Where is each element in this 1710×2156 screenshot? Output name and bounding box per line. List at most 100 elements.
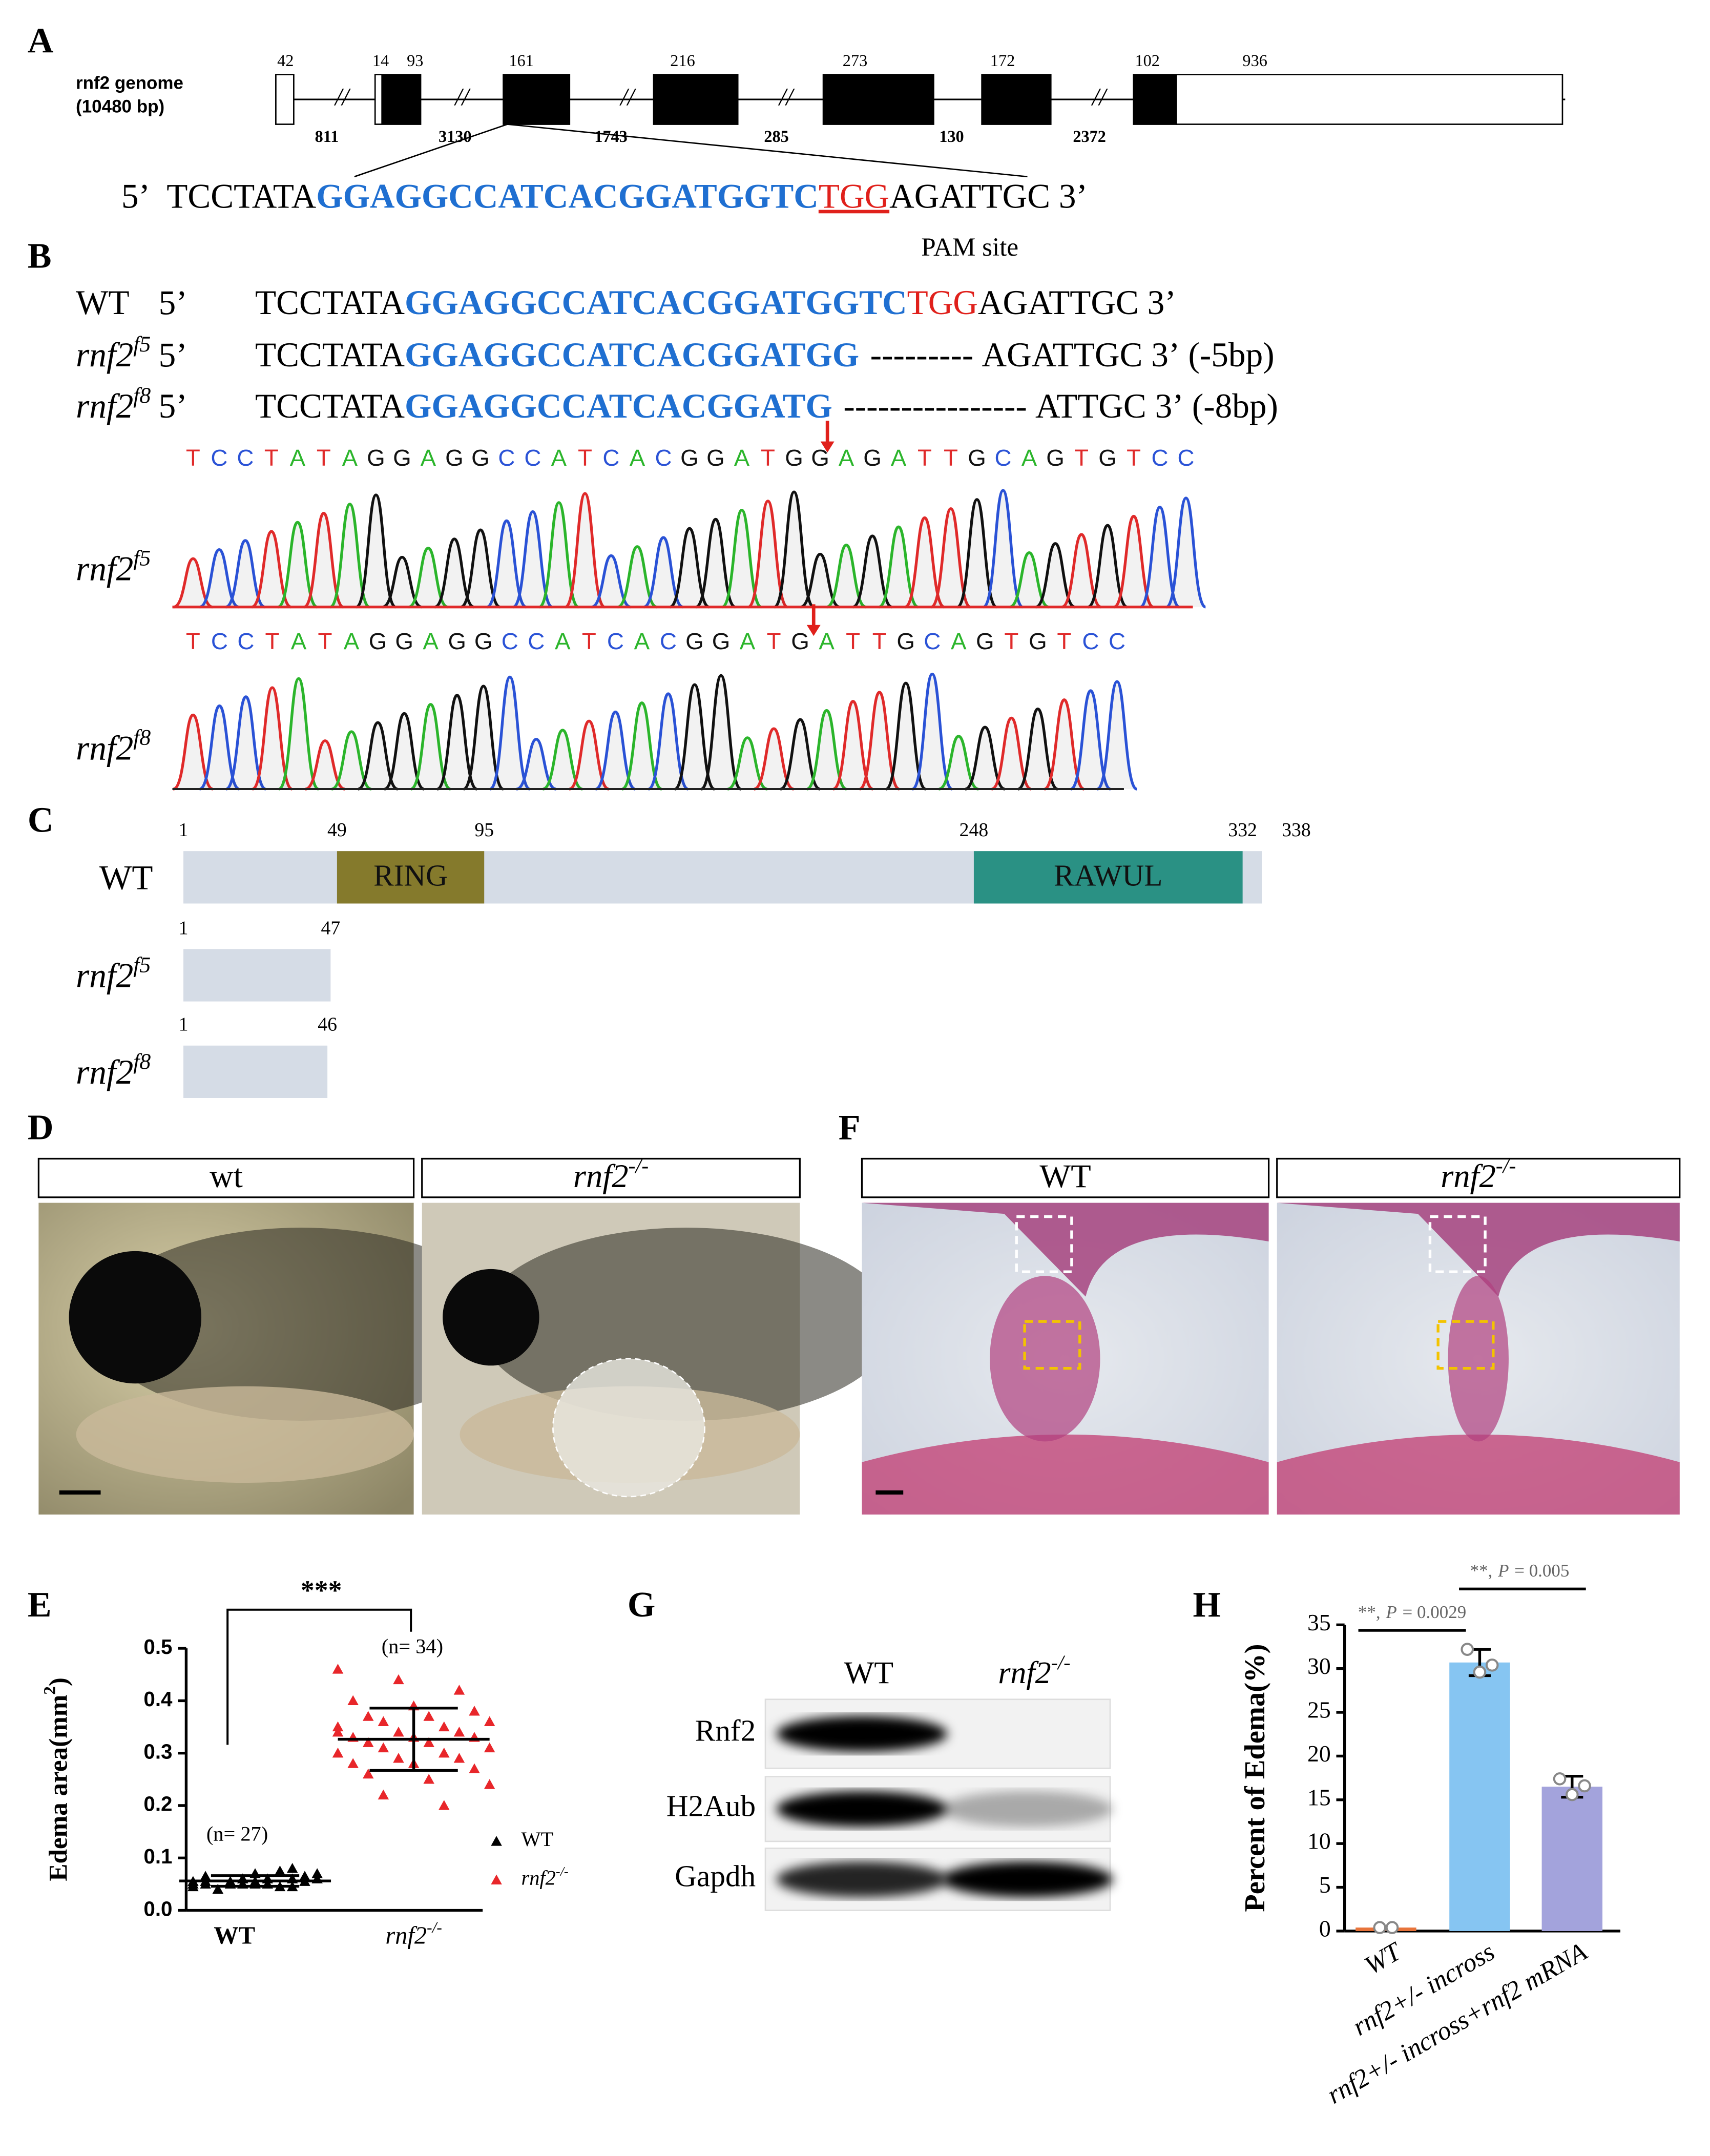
data-point bbox=[453, 1727, 465, 1737]
protein-bar bbox=[183, 1045, 328, 1098]
base-call: C bbox=[1152, 445, 1169, 471]
base-call: T bbox=[872, 628, 887, 654]
intron-size: 2372 bbox=[1073, 127, 1106, 146]
trace-peak bbox=[774, 490, 815, 609]
chromatogram-name: rnf2f8 bbox=[76, 725, 151, 767]
legend-marker bbox=[491, 1836, 502, 1846]
text-part: f8 bbox=[133, 383, 151, 408]
base-call: C bbox=[211, 445, 227, 471]
exon bbox=[653, 74, 739, 125]
significance: *** bbox=[301, 1575, 342, 1606]
base-call: A bbox=[555, 628, 571, 654]
guide: GGAGGCCATCACGGATG bbox=[405, 387, 832, 425]
blot-band bbox=[942, 1861, 1113, 1898]
base-call: G bbox=[685, 628, 704, 654]
data-point bbox=[378, 1742, 389, 1753]
trace-peak bbox=[512, 510, 553, 609]
trace-peak bbox=[621, 701, 662, 791]
p-value: = 0.0029 bbox=[1403, 1602, 1467, 1622]
flank-left: TCCTATA bbox=[166, 177, 316, 216]
data-point bbox=[1485, 1659, 1499, 1672]
position: 248 bbox=[960, 819, 989, 841]
blot-band bbox=[776, 1861, 948, 1898]
text-part: f8 bbox=[133, 1049, 151, 1074]
p-symbol: P bbox=[1385, 1602, 1396, 1622]
intron-size: 811 bbox=[315, 127, 339, 146]
data-point bbox=[423, 1737, 434, 1747]
trace-peak bbox=[1009, 551, 1050, 609]
base-call: G bbox=[471, 445, 490, 471]
text-part: 2 bbox=[40, 1686, 59, 1695]
pam: TGG bbox=[819, 177, 889, 216]
position: 332 bbox=[1228, 819, 1257, 841]
trace-peak bbox=[357, 721, 399, 791]
trace-peak bbox=[780, 718, 821, 791]
allele-sequence: TCCTATAGGAGGCCATCACGGATG ----------------… bbox=[255, 387, 1278, 425]
text-part: -/- bbox=[556, 1864, 569, 1879]
tissue bbox=[862, 1434, 1269, 1515]
base-call: T bbox=[317, 445, 331, 471]
panel-label: D bbox=[28, 1108, 54, 1148]
stars: **, bbox=[1358, 1602, 1381, 1622]
exon bbox=[1175, 74, 1563, 125]
trace-peak bbox=[382, 555, 423, 609]
data-point bbox=[484, 1779, 495, 1789]
edema bbox=[552, 1358, 705, 1498]
base-call: C bbox=[237, 628, 254, 654]
x-tick-label: WT bbox=[214, 1922, 255, 1950]
panel-label: F bbox=[839, 1108, 861, 1148]
protein-bar bbox=[183, 949, 331, 1002]
panel-header bbox=[861, 1157, 1270, 1198]
position: 49 bbox=[327, 819, 347, 841]
tissue bbox=[1277, 1203, 1680, 1297]
roi-box bbox=[1015, 1215, 1073, 1273]
prime5: 5’ bbox=[121, 177, 150, 216]
base-call: G bbox=[474, 628, 493, 654]
text-part: WT bbox=[76, 283, 130, 322]
trace-peak bbox=[173, 713, 214, 791]
exon bbox=[981, 74, 1052, 125]
tissue bbox=[862, 1203, 1269, 1297]
trace-peak bbox=[1139, 506, 1180, 609]
text-part: Edema area(mm bbox=[44, 1695, 73, 1881]
panel-header-text: WT bbox=[1039, 1157, 1091, 1194]
heart-tissue bbox=[990, 1276, 1100, 1442]
base-call: A bbox=[421, 445, 436, 471]
base-call: T bbox=[917, 445, 932, 471]
blot-band bbox=[776, 1716, 948, 1752]
data-point bbox=[200, 1878, 211, 1889]
intron-size: 130 bbox=[939, 127, 964, 146]
sgrna-sequence: 5’ TCCTATAGGAGGCCATCACGGATGGTCTGGAGATTGC … bbox=[121, 177, 1088, 216]
base-call: C bbox=[237, 445, 254, 471]
text-part: -/- bbox=[1051, 1651, 1071, 1674]
base-call: G bbox=[369, 628, 387, 654]
data-point bbox=[332, 1727, 344, 1737]
base-call: A bbox=[342, 445, 358, 471]
intron-size: 285 bbox=[764, 127, 788, 146]
trace-peak bbox=[569, 719, 610, 791]
position: 1 bbox=[179, 1014, 189, 1035]
position: 1 bbox=[179, 917, 189, 939]
roi-box bbox=[1436, 1320, 1495, 1370]
guide: GGAGGCCATCACGGATGGTC bbox=[316, 177, 819, 216]
trace-peak bbox=[251, 530, 292, 609]
data-point bbox=[393, 1753, 404, 1763]
trace-peak bbox=[983, 489, 1024, 609]
trace-peak bbox=[648, 692, 689, 791]
text-part: rnf2 bbox=[522, 1867, 556, 1890]
base-call: T bbox=[1127, 445, 1141, 471]
lane-label: rnf2-/- bbox=[998, 1651, 1070, 1690]
legend-marker bbox=[491, 1874, 502, 1884]
text-part: rnf2 bbox=[76, 1053, 133, 1091]
panel-header bbox=[421, 1157, 801, 1198]
embryo-eye bbox=[443, 1269, 539, 1366]
base-call: A bbox=[634, 628, 650, 654]
legend-label: rnf2-/- bbox=[522, 1864, 569, 1890]
y-tick-label: 0.4 bbox=[143, 1687, 173, 1711]
mutation-arrowhead bbox=[820, 441, 835, 453]
domain bbox=[337, 851, 485, 904]
exon-size: 936 bbox=[1242, 51, 1267, 70]
blot-band bbox=[942, 1791, 1113, 1827]
trace-peak bbox=[408, 547, 449, 609]
data-point bbox=[212, 1883, 224, 1894]
